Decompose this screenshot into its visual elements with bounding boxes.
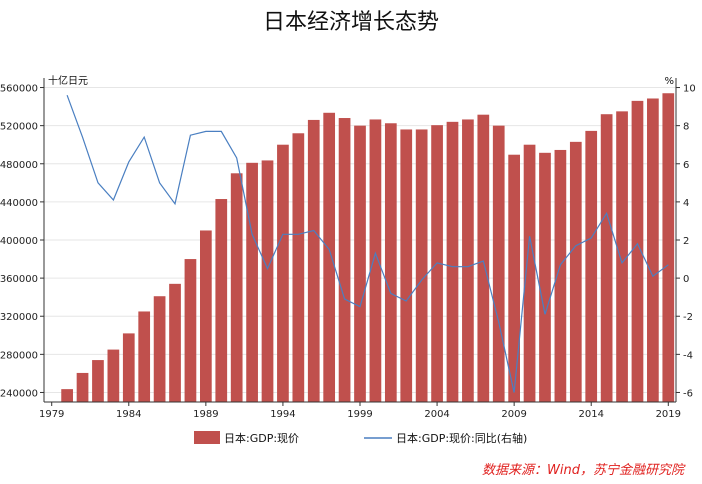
bar (384, 123, 397, 402)
bar (462, 119, 474, 402)
left-tick-label: 440000 (0, 198, 38, 209)
right-tick-label: 6 (683, 160, 689, 171)
right-tick-label: 10 (683, 84, 696, 95)
bar (277, 144, 289, 403)
bar (539, 152, 551, 402)
bar (354, 125, 366, 402)
chart-title: 日本经济增长态势 (262, 10, 439, 35)
bar (600, 114, 613, 402)
bar-layer (61, 93, 675, 403)
bar (246, 162, 258, 402)
legend-layer: 日本:GDP:现价 日本:GDP:现价:同比(右轴) (194, 431, 527, 445)
bar (631, 100, 644, 402)
bar (122, 333, 135, 402)
bar (647, 98, 659, 403)
bar (415, 129, 428, 403)
left-tick-label: 400000 (0, 236, 38, 247)
x-tick-label: 2019 (656, 409, 681, 420)
right-tick-label: 0 (683, 274, 689, 285)
bar (184, 259, 197, 402)
bar (662, 93, 675, 402)
right-tick-label: 8 (683, 122, 689, 133)
bar (153, 296, 166, 402)
x-tick-label: 1979 (39, 409, 64, 420)
right-tick-label: -4 (683, 350, 693, 361)
x-tick-label: 2014 (578, 409, 603, 420)
bar (323, 112, 336, 403)
left-tick-label: 560000 (0, 84, 38, 95)
bar (230, 173, 243, 402)
bar (400, 129, 413, 403)
legend-bar-label: 日本:GDP:现价 (224, 431, 299, 445)
bar (307, 119, 320, 402)
source-note: 数据来源：Wind，苏宁金融研究院 (482, 463, 684, 478)
bar (616, 111, 628, 403)
bar (477, 114, 490, 402)
bar (492, 125, 505, 402)
left-tick-label: 520000 (0, 122, 38, 133)
yoy-growth-line (66, 94, 669, 393)
left-tick-label: 320000 (0, 312, 38, 323)
left-tick-label: 480000 (0, 160, 38, 171)
bar (523, 144, 536, 403)
x-tick-label: 1999 (347, 409, 372, 420)
bar (169, 283, 181, 402)
bar (554, 149, 567, 402)
left-unit-label: 十亿日元 (48, 74, 88, 87)
bar (199, 230, 212, 402)
bar (261, 160, 274, 402)
bar (569, 141, 582, 403)
x-tick-label: 1994 (270, 409, 295, 420)
left-tick-label: 240000 (0, 388, 38, 399)
bar (92, 360, 104, 402)
bar (338, 118, 351, 402)
x-tick-label: 1984 (116, 409, 141, 420)
bar (585, 130, 598, 402)
bar (138, 311, 151, 402)
right-tick-label: -2 (683, 312, 693, 323)
legend-line-label: 日本:GDP:现价:同比(右轴) (396, 431, 527, 445)
axis-layer: 240000 280000 320000 360000 400000 440000 4800… (0, 74, 696, 420)
x-tick-label: 2009 (501, 409, 526, 420)
bar (292, 133, 305, 403)
right-tick-label: 2 (683, 236, 689, 247)
right-tick-label: -6 (683, 388, 693, 399)
bar (215, 199, 228, 402)
left-tick-label: 280000 (0, 350, 38, 361)
x-tick-label: 1989 (193, 409, 218, 420)
bar (508, 154, 521, 402)
bar (107, 349, 120, 402)
left-tick-label: 360000 (0, 274, 38, 285)
right-unit-label: % (664, 76, 674, 87)
line-layer (66, 94, 669, 393)
bar (369, 119, 382, 402)
bar (76, 372, 89, 402)
legend-bar-swatch (194, 431, 220, 444)
right-tick-label: 4 (683, 198, 689, 209)
x-tick-label: 2004 (424, 409, 449, 420)
bar (61, 389, 73, 402)
bar (446, 121, 459, 402)
